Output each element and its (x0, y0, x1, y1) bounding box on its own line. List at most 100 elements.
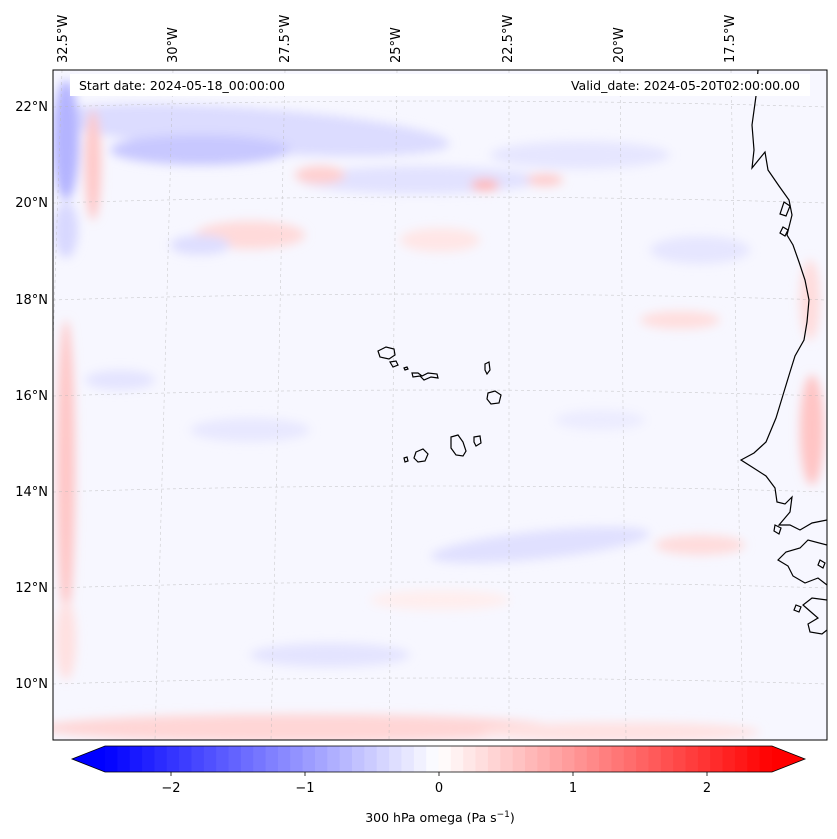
lon-label-25w: 25°W (389, 27, 404, 63)
coastline-estuary (779, 201, 791, 237)
island-sal (484, 361, 491, 376)
colorbar-segment (216, 746, 230, 772)
omega-blob (53, 103, 450, 157)
lon-label-17-5w: 17.5°W (723, 15, 738, 63)
omega-blob (527, 174, 563, 186)
colorbar-segment (623, 746, 637, 772)
lat-label-12n: 12°N (15, 581, 48, 596)
colorbar-segment (277, 746, 291, 772)
colorbar-segment (389, 746, 403, 772)
island-santiago (450, 434, 467, 457)
lat-gridline-18n (53, 293, 827, 301)
colorbar-segment (524, 746, 538, 772)
map-frame (52, 69, 828, 741)
map-panel: Start date: 2024-05-18_00:00:00 Valid_da… (53, 70, 827, 740)
colorbar-segment (648, 746, 662, 772)
colorbar-segment (105, 746, 118, 772)
start-date-label: Start date: 2024-05-18_00:00:00 (79, 78, 285, 93)
colorbar-segment (290, 746, 304, 772)
coastline-guinea (802, 597, 827, 635)
colorbar-segment (352, 746, 365, 772)
omega-blob (430, 526, 650, 564)
colorbar-segment (747, 746, 761, 772)
colorbar-label-main: 300 hPa omega (Pa s (365, 810, 496, 825)
colorbar-outline (70, 745, 807, 773)
omega-blob (56, 600, 76, 680)
omega-blob (400, 228, 480, 252)
lat-gridline-16n (53, 389, 827, 397)
omega-blob (295, 166, 345, 184)
lat-gridline-12n (53, 581, 827, 589)
colorbar-segment (253, 746, 267, 772)
omega-blob (85, 370, 155, 390)
colorbar-segment (599, 746, 613, 772)
colorbar-segment (327, 746, 341, 772)
colorbar: −2 −1 0 1 2 300 hPa omega (Pa s−1) (70, 745, 807, 825)
omega-blob (800, 375, 824, 485)
colorbar-segment (203, 746, 217, 772)
colorbar-segment (487, 746, 501, 772)
island-brava (403, 456, 409, 463)
omega-blob (490, 141, 670, 169)
colorbar-label-end: ) (510, 810, 515, 825)
colorbar-segment (549, 746, 563, 772)
omega-field (53, 80, 824, 740)
cape-verde-islands (377, 346, 502, 463)
lat-label-20n: 20°N (15, 196, 48, 211)
coastline-main (739, 70, 827, 531)
colorbar-segment (401, 746, 415, 772)
lat-gridline-10n (53, 677, 827, 685)
colorbar-segment (685, 746, 699, 772)
colorbar-extend-max (772, 746, 805, 772)
colorbar-segment (722, 746, 736, 772)
island-sao-nicolau (411, 372, 439, 381)
lat-label-16n: 16°N (15, 389, 48, 404)
colorbar-label: 300 hPa omega (Pa s−1) (365, 810, 515, 825)
lat-gridline-14n (53, 485, 827, 493)
omega-blob (655, 535, 745, 555)
colorbar-segment (191, 746, 205, 772)
lon-gridline-17-5w (730, 70, 744, 740)
colorbar-extend-min (72, 746, 105, 772)
omega-blob (110, 135, 290, 165)
colorbar-segment (636, 746, 650, 772)
lon-label-22-5w: 22.5°W (501, 15, 516, 63)
colorbar-segment (512, 746, 526, 772)
colorbar-segment (586, 746, 600, 772)
coastline-islets (773, 524, 826, 613)
colorbar-label-sup: −1 (497, 810, 510, 820)
colorbar-segment (240, 746, 254, 772)
omega-blob (53, 80, 79, 200)
lat-label-14n: 14°N (15, 485, 48, 500)
cb-tick-label-neg2: −2 (161, 781, 180, 796)
omega-blob (800, 260, 820, 340)
colorbar-segment (376, 746, 390, 772)
colorbar-segment (166, 746, 180, 772)
omega-blob (54, 202, 78, 258)
colorbar-segment (228, 746, 242, 772)
island-boa-vista (486, 390, 502, 405)
cb-tick-label-0: 0 (435, 781, 443, 796)
colorbar-segment (611, 746, 625, 772)
island-santa-luzia (403, 366, 409, 371)
lon-label-20w: 20°W (612, 27, 627, 63)
omega-blob (190, 418, 310, 442)
colorbar-segment (475, 746, 489, 772)
lon-label-32-5w: 32.5°W (56, 15, 71, 63)
island-santo-antao (377, 346, 396, 360)
colorbar-segment (314, 746, 328, 772)
graticule (53, 70, 827, 740)
omega-blob (85, 110, 101, 220)
omega-blob (57, 320, 75, 620)
cb-tick-label-1: 1 (569, 781, 577, 796)
colorbar-segment (339, 746, 353, 772)
lat-label-10n: 10°N (15, 677, 48, 692)
island-fogo (413, 448, 429, 463)
colorbar-segment (302, 746, 316, 772)
lon-label-30w: 30°W (166, 27, 181, 63)
colorbar-segment (426, 746, 440, 772)
colorbar-segment (142, 746, 156, 772)
colorbar-segment (759, 746, 773, 772)
coastline-guinea-bissau (777, 539, 827, 586)
colorbar-segment (413, 746, 427, 772)
